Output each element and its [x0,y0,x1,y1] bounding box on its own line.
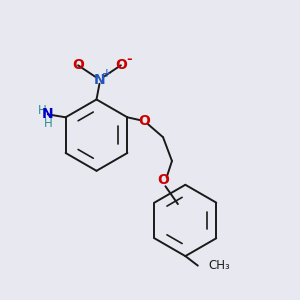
Text: H: H [44,117,52,130]
Text: O: O [138,114,150,128]
Text: O: O [72,58,84,72]
Text: +: + [102,67,112,80]
Text: -: - [126,53,132,66]
Text: N: N [94,73,105,87]
Text: H: H [38,104,47,117]
Text: O: O [157,173,169,187]
Text: CH₃: CH₃ [208,259,230,272]
Text: O: O [115,58,127,72]
Text: N: N [42,107,54,121]
